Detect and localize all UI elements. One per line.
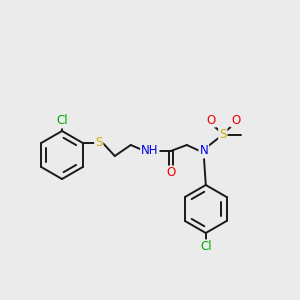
Text: Cl: Cl — [56, 115, 68, 128]
Text: O: O — [231, 113, 240, 127]
Text: NH: NH — [141, 145, 158, 158]
Text: N: N — [200, 145, 208, 158]
Text: S: S — [219, 128, 226, 142]
Text: O: O — [206, 113, 215, 127]
Text: O: O — [166, 167, 176, 179]
Text: S: S — [95, 136, 103, 149]
Text: Cl: Cl — [200, 241, 212, 254]
